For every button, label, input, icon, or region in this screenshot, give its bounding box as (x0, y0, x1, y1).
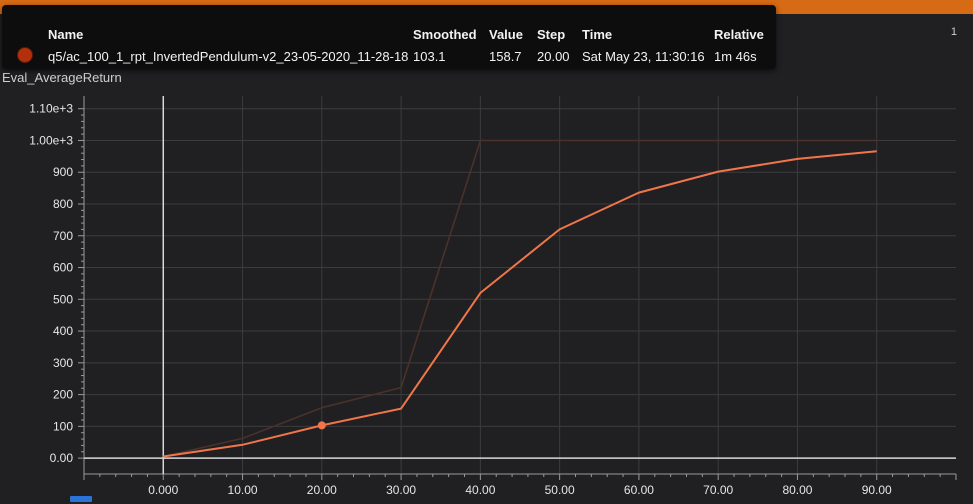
toolbar-icon[interactable] (70, 496, 92, 502)
tooltip-header-value: Value (489, 27, 523, 42)
x-tick-label: 70.00 (703, 483, 733, 497)
y-tick-label: 1.10e+3 (29, 102, 73, 116)
x-tick-label: 30.00 (386, 483, 416, 497)
y-tick-label: 700 (53, 229, 73, 243)
tooltip-header-smoothed: Smoothed (413, 27, 477, 42)
hover-tooltip: Name Smoothed Value Step Time Relative q… (2, 5, 776, 69)
x-tick-label: 60.00 (624, 483, 654, 497)
highlight-point (317, 421, 326, 430)
y-tick-label: 400 (53, 324, 73, 338)
tooltip-run-name: q5/ac_100_1_rpt_InvertedPendulum-v2_23-0… (48, 49, 409, 64)
tooltip-header-time: Time (582, 27, 613, 42)
tooltip-header-relative: Relative (714, 27, 764, 42)
chart-title: Eval_AverageReturn (2, 70, 122, 85)
tooltip-step: 20.00 (537, 49, 570, 64)
tooltip-time: Sat May 23, 11:30:16 (582, 49, 705, 64)
x-tick-label: 40.00 (465, 483, 495, 497)
x-tick-label: 80.00 (782, 483, 812, 497)
y-tick-label: 300 (53, 356, 73, 370)
tooltip-relative: 1m 46s (714, 49, 757, 64)
x-tick-label: 0.000 (148, 483, 178, 497)
series-line-smoothed (163, 150, 877, 458)
x-tick-label: 50.00 (545, 483, 575, 497)
tooltip-value: 158.7 (489, 49, 522, 64)
y-tick-label: 900 (53, 165, 73, 179)
x-tick-label: 10.00 (228, 483, 258, 497)
chart-card (0, 14, 973, 504)
tooltip-smoothed-value: 103.1 (413, 49, 446, 64)
y-tick-label: 100 (53, 419, 73, 433)
corner-label: 1 (950, 26, 957, 38)
y-tick-label: 200 (53, 388, 73, 402)
tick-labels: 0.000 10.00 20.00 30.00 40.00 50.00 60.00 70.00… (29, 102, 892, 497)
y-tick-label: 800 (53, 197, 73, 211)
y-tick-label: 500 (53, 292, 73, 306)
x-tick-label: 90.00 (862, 483, 892, 497)
y-tick-label: 600 (53, 261, 73, 275)
series-line-raw (163, 139, 877, 458)
series-lines (163, 139, 877, 458)
x-tick-label: 20.00 (307, 483, 337, 497)
tooltip-header-step: Step (537, 27, 566, 42)
run-color-swatch (17, 47, 33, 63)
grid-lines (84, 96, 956, 474)
y-tick-label: 1.00e+3 (29, 133, 73, 147)
axes (78, 96, 957, 480)
y-tick-label: 0.00 (50, 451, 74, 465)
tooltip-header-name: Name (48, 27, 84, 42)
